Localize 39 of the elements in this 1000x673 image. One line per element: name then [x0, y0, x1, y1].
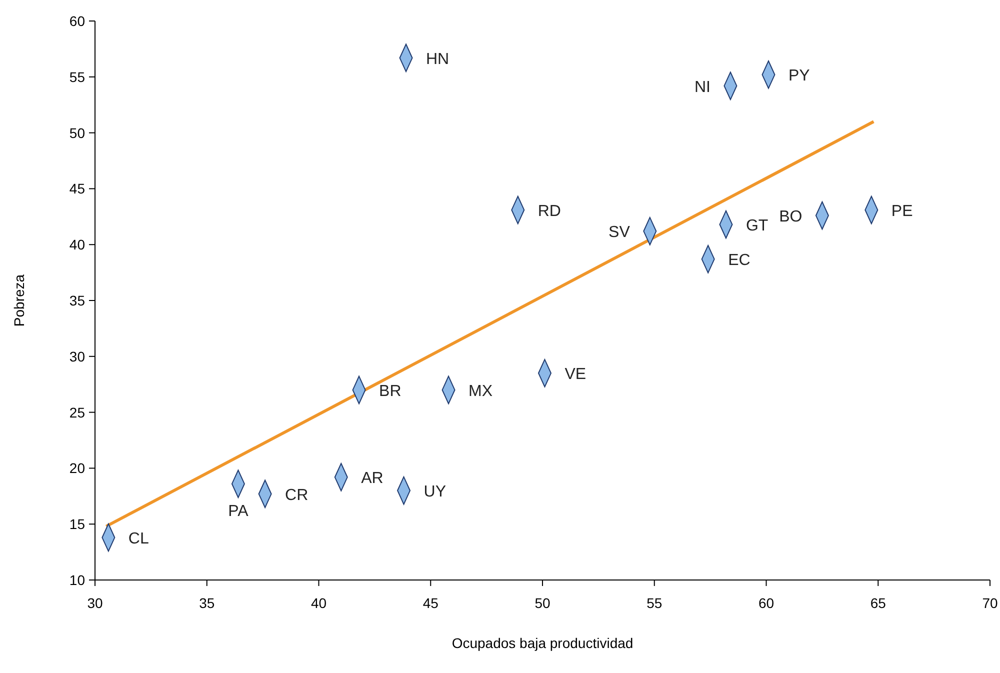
y-tick-label: 55	[69, 68, 86, 85]
annotation: NI	[694, 78, 710, 96]
x-tick-label: 65	[870, 595, 886, 611]
annotation: BO	[779, 208, 802, 226]
annotation: CL	[128, 530, 149, 548]
annotation: PE	[891, 202, 913, 220]
annotation: CR	[285, 486, 308, 504]
y-tick-label: 60	[69, 13, 86, 29]
y-tick-label: 20	[69, 460, 86, 476]
annotation: VE	[564, 366, 586, 384]
y-tick-label: 10	[69, 572, 86, 588]
annotation: HN	[426, 50, 450, 68]
annotation: PA	[228, 502, 249, 520]
x-tick-label: 55	[646, 595, 662, 611]
y-tick-label: 35	[69, 292, 86, 308]
x-tick-label: 70	[982, 595, 998, 611]
y-axis-title: Pobreza	[11, 274, 27, 327]
annotation: PY	[788, 68, 810, 85]
annotation: AR	[361, 470, 384, 488]
annotation: RD	[538, 202, 561, 220]
x-axis-title: Ocupados baja productividad	[452, 635, 634, 651]
y-tick-label: 45	[69, 180, 86, 197]
x-tick-label: 35	[199, 595, 215, 611]
y-tick-label: 50	[69, 124, 86, 141]
y-tick-label: 30	[69, 348, 86, 364]
y-tick-label: 15	[69, 516, 86, 532]
annotation: UY	[424, 484, 446, 501]
annotation: GT	[746, 217, 768, 234]
x-tick-label: 40	[310, 595, 327, 611]
y-tick-label: 25	[69, 404, 86, 420]
x-tick-label: 60	[758, 595, 774, 611]
annotation: BR	[379, 382, 402, 400]
y-tick-label: 40	[69, 236, 86, 253]
x-tick-label: 30	[87, 595, 103, 611]
x-tick-label: 45	[422, 595, 439, 611]
annotation: SV	[608, 224, 630, 242]
x-tick-label: 50	[534, 595, 550, 611]
annotation: EC	[728, 252, 750, 270]
annotation: MX	[468, 382, 493, 400]
